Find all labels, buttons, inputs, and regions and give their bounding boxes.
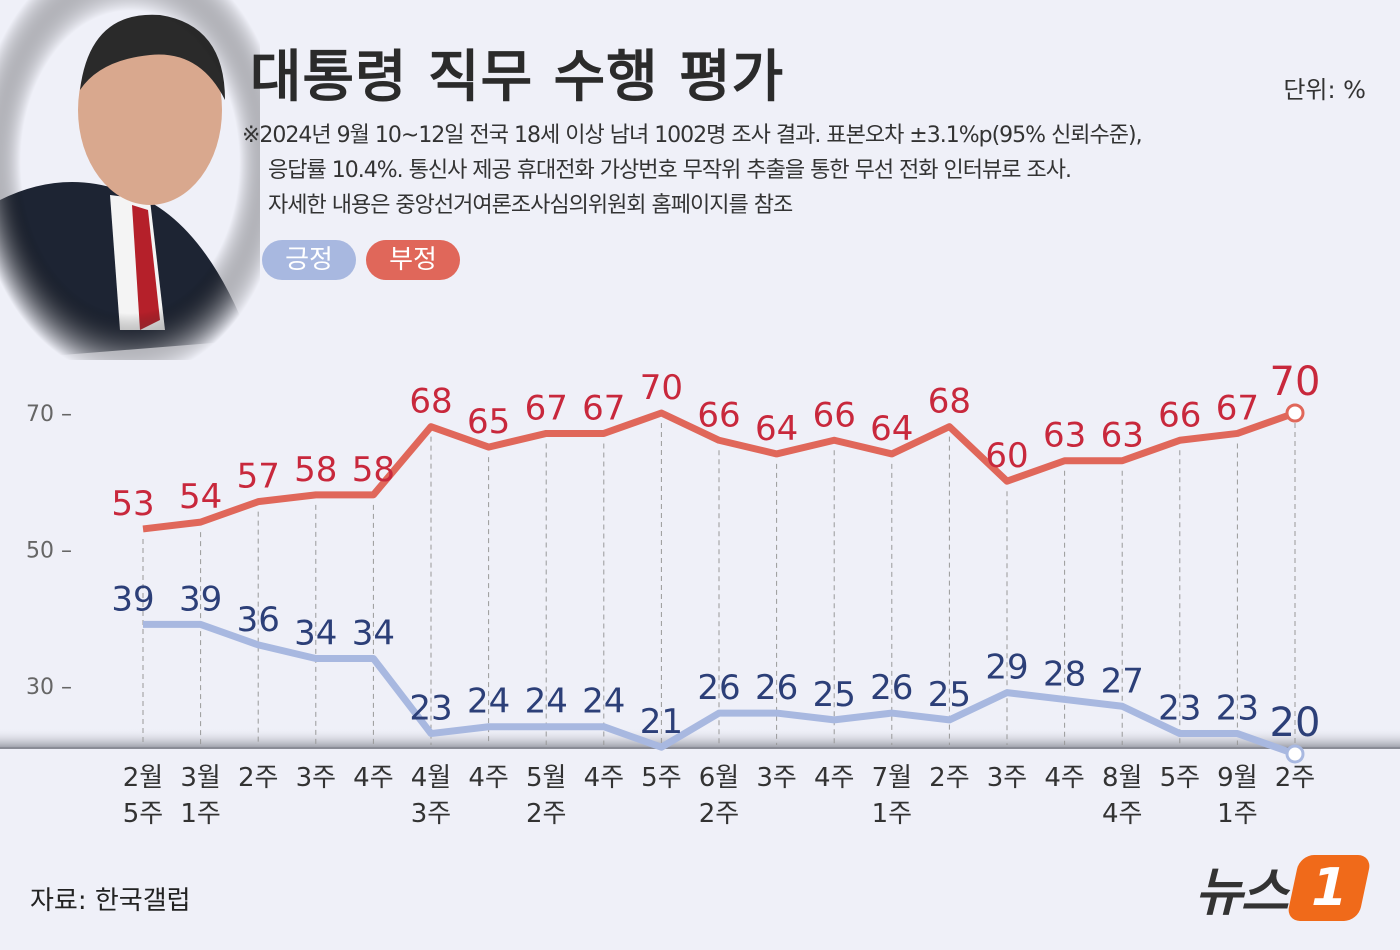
survey-note: ※2024년 9월 10~12일 전국 18세 이상 남녀 1002명 조사 결…	[242, 118, 1143, 223]
x-tick-label: 3주	[756, 763, 796, 793]
data-label: 68	[928, 382, 971, 422]
data-label: 34	[294, 614, 337, 654]
x-tick-label: 4주	[353, 763, 393, 793]
data-label: 26	[755, 668, 798, 708]
source: 자료: 한국갤럽	[30, 886, 191, 916]
data-label: 65	[467, 402, 510, 442]
positive-line	[143, 620, 1297, 758]
data-label: 23	[1158, 689, 1201, 729]
x-tick-label: 4주	[584, 763, 624, 793]
y-tick-label: 30 –	[26, 675, 72, 700]
data-label: 70	[640, 368, 683, 408]
data-label: 23	[1216, 689, 1259, 729]
data-label: 24	[582, 682, 625, 722]
endpoint-marker	[1285, 403, 1305, 423]
data-label: 66	[697, 395, 740, 435]
negative-line	[142, 409, 1297, 533]
news1-logo: 뉴스 1	[1195, 850, 1372, 925]
data-label: 54	[179, 477, 222, 517]
x-tick-label: 3주	[987, 763, 1027, 793]
x-tick-label: 5주	[1160, 763, 1200, 793]
note-line: ※2024년 9월 10~12일 전국 18세 이상 남녀 1002명 조사 결…	[242, 123, 1143, 148]
data-label: 25	[813, 675, 856, 715]
data-label: 70	[1270, 359, 1321, 405]
x-tick-label: 5주	[641, 763, 681, 793]
x-tick-label: 4월	[411, 763, 451, 793]
legend-negative: 부정	[366, 240, 460, 280]
y-tick-label: 50 –	[26, 538, 72, 563]
data-label: 66	[1158, 395, 1201, 435]
x-tick-label: 4주	[1102, 799, 1142, 829]
x-tick-label: 2주	[929, 763, 969, 793]
data-label: 64	[870, 409, 913, 449]
x-tick-label: 2주	[526, 799, 566, 829]
x-tick-label: 1주	[1217, 799, 1257, 829]
x-tick-label: 4주	[814, 763, 854, 793]
legend-positive: 긍정	[262, 240, 356, 280]
data-label: 63	[1101, 416, 1144, 456]
data-label: 28	[1043, 654, 1086, 694]
data-label: 36	[237, 600, 280, 640]
legend: 긍정 부정	[262, 240, 460, 280]
president-photo	[0, 0, 260, 360]
data-label: 58	[294, 450, 337, 490]
data-label: 63	[1043, 416, 1086, 456]
data-label: 34	[352, 614, 395, 654]
data-label: 39	[111, 579, 154, 619]
data-label: 68	[409, 382, 452, 422]
data-label: 26	[870, 668, 913, 708]
x-tick-label: 2주	[238, 763, 278, 793]
x-tick-label: 5주	[123, 799, 163, 829]
chart-title: 대통령 직무 수행 평가	[250, 45, 785, 110]
data-label: 53	[111, 484, 154, 524]
x-tick-label: 2월	[123, 763, 163, 793]
note-line: 응답률 10.4%. 통신사 제공 휴대전화 가상번호 무작위 추출을 통한 무…	[268, 158, 1072, 183]
data-label: 24	[467, 682, 510, 722]
note-line: 자세한 내용은 중앙선거여론조사심의위원회 홈페이지를 참조	[268, 193, 793, 218]
data-label: 67	[582, 388, 625, 428]
data-label: 20	[1270, 700, 1321, 746]
data-label: 66	[813, 395, 856, 435]
endpoint-marker	[1285, 744, 1305, 764]
baseline-band	[0, 728, 1400, 748]
data-label: 23	[409, 689, 452, 729]
y-tick-label: 70 –	[26, 402, 72, 427]
data-label: 60	[985, 436, 1028, 476]
x-tick-label: 2주	[699, 799, 739, 829]
data-label: 67	[525, 388, 568, 428]
x-tick-label: 9월	[1217, 763, 1257, 793]
x-tick-label: 3주	[411, 799, 451, 829]
x-tick-label: 3주	[296, 763, 336, 793]
data-label: 29	[985, 648, 1028, 688]
x-tick-label: 6월	[699, 763, 739, 793]
data-label: 24	[525, 682, 568, 722]
x-tick-label: 7월	[872, 763, 912, 793]
x-tick-label: 1주	[180, 799, 220, 829]
x-tick-label: 8월	[1102, 763, 1142, 793]
data-label: 39	[179, 579, 222, 619]
data-label: 58	[352, 450, 395, 490]
x-tick-label: 3월	[180, 763, 220, 793]
x-tick-label: 4주	[468, 763, 508, 793]
data-label: 67	[1216, 388, 1259, 428]
x-tick-label: 5월	[526, 763, 566, 793]
x-tick-label: 2주	[1275, 763, 1315, 793]
unit-label: 단위: %	[1283, 76, 1366, 104]
data-label: 25	[928, 675, 971, 715]
data-label: 27	[1101, 661, 1144, 701]
data-label: 57	[237, 457, 280, 497]
data-label: 21	[640, 702, 683, 742]
data-label: 64	[755, 409, 798, 449]
x-tick-label: 4주	[1044, 763, 1084, 793]
data-label: 26	[697, 668, 740, 708]
x-tick-label: 1주	[872, 799, 912, 829]
